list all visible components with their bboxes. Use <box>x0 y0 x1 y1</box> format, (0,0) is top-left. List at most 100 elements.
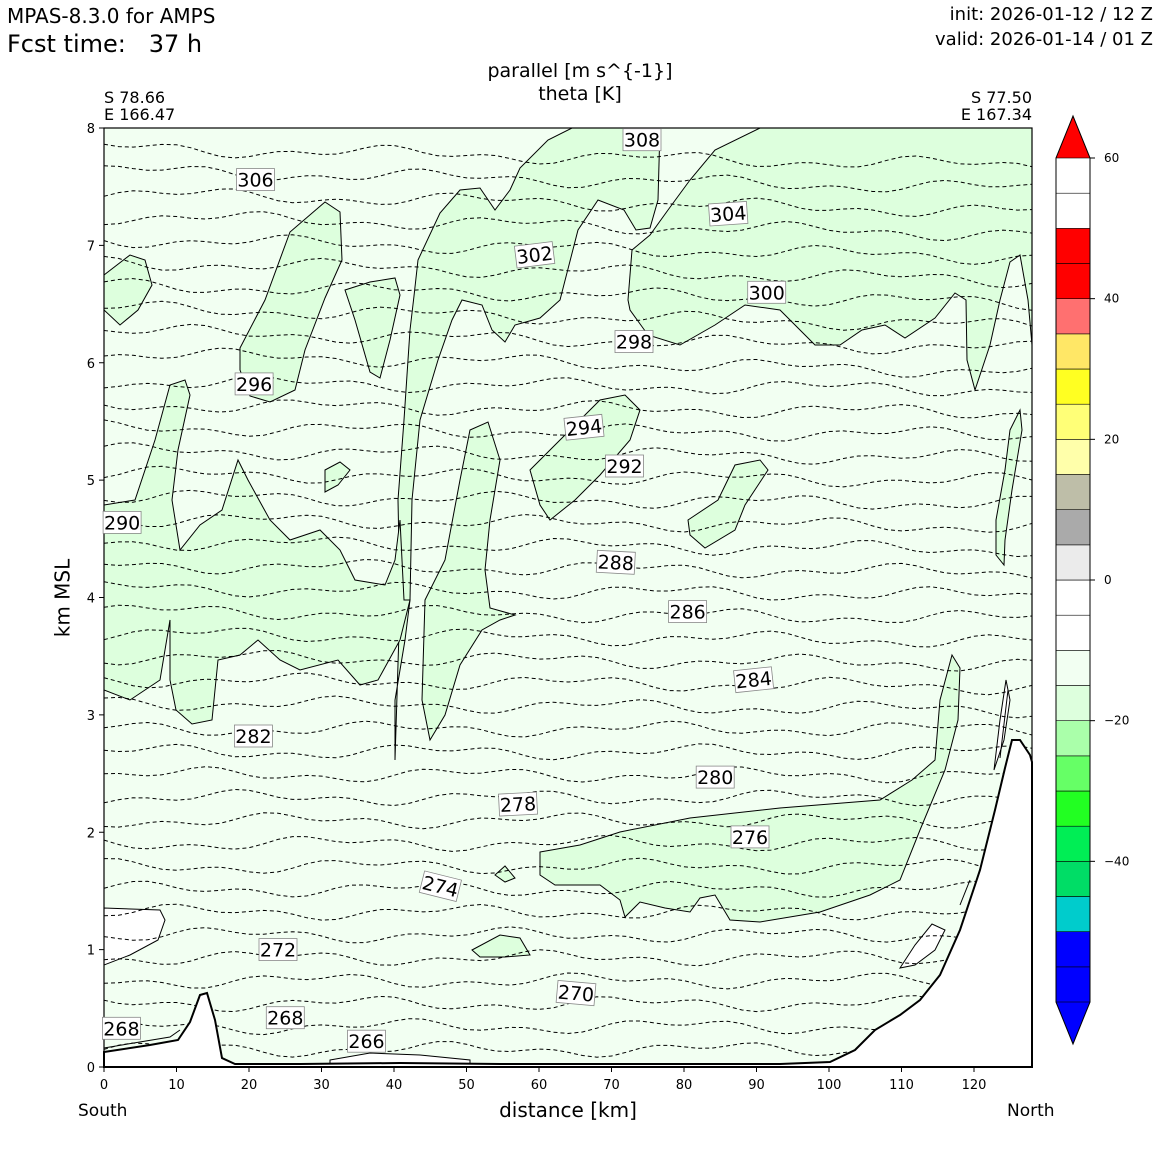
theta-label-box <box>595 549 636 575</box>
x-tick-label-9: 90 <box>748 1078 765 1093</box>
y-axis-ticks: 0 1 2 3 4 5 6 7 8 <box>87 122 104 1076</box>
isentrope-37 <box>104 188 1032 217</box>
y-tick-label-1: 1 <box>87 944 95 959</box>
init-time: init: 2026-01-12 / 12 Z <box>949 4 1153 25</box>
isentrope-3 <box>104 972 1032 990</box>
theta-label-text: 284 <box>735 668 773 694</box>
colorbar-tick-label-5: 60 <box>1104 151 1119 165</box>
y-tick-label-7: 7 <box>87 239 95 254</box>
theta-label-12: 284 <box>733 666 775 694</box>
theta-label-text: 294 <box>565 415 603 441</box>
terrain <box>103 739 1033 1068</box>
theta-label-8: 292 <box>605 454 644 478</box>
colorbar-tick-label-4: 40 <box>1104 292 1119 306</box>
theta-label-text: 270 <box>557 982 595 1007</box>
colorbar-bin-13 <box>1055 509 1091 546</box>
theta-label-21: 268 <box>265 1006 305 1030</box>
wind-region-right-blob <box>687 459 769 549</box>
left-lat: S 78.66 <box>104 88 166 107</box>
isentrope-31 <box>104 323 1032 355</box>
colorbar-bin-21 <box>1055 228 1091 264</box>
theta-label-text: 276 <box>732 827 768 849</box>
isentrope-17 <box>104 649 1032 672</box>
colorbar-bin-16 <box>1055 403 1091 440</box>
wind-region-white-right <box>898 923 946 969</box>
theta-label-box <box>258 938 298 961</box>
isentrope-13 <box>104 743 1032 761</box>
field-title-theta: theta [K] <box>538 83 622 105</box>
theta-label-4: 300 <box>747 280 787 304</box>
colorbar-bin-18 <box>1055 333 1091 370</box>
theta-label-box <box>347 1029 386 1053</box>
y-tick-label-2: 2 <box>87 826 95 841</box>
isentrope-23 <box>104 514 1032 533</box>
wind-region-low-blob <box>471 934 531 958</box>
colorbar-bin-7 <box>1055 720 1091 757</box>
wind-region-upper-right <box>627 128 1032 392</box>
colorbar-extend-high <box>1056 116 1090 158</box>
isentrope-32 <box>104 300 1032 331</box>
isentrope-7 <box>104 880 1032 898</box>
isentrope-16 <box>104 672 1032 696</box>
colorbar-bin-0 <box>1055 966 1091 1003</box>
theta-label-box <box>555 980 597 1007</box>
isentrope-5 <box>104 926 1032 944</box>
wind-region-small-cell <box>344 277 401 379</box>
colorbar-bin-1 <box>1055 931 1091 968</box>
theta-label-2: 304 <box>708 200 749 227</box>
theta-label-15: 278 <box>498 791 538 817</box>
wind-region-center-blob <box>529 394 641 521</box>
colorbar-bin-4 <box>1055 825 1091 862</box>
colorbar-bin-6 <box>1055 755 1091 792</box>
y-tick-label-6: 6 <box>87 357 95 372</box>
theta-label-box <box>668 600 707 623</box>
theta-label-text: 272 <box>260 940 296 962</box>
isentrope-22 <box>104 536 1032 558</box>
theta-label-20: 268 <box>102 1016 141 1040</box>
theta-label-text: 308 <box>624 130 660 152</box>
isentrope-8 <box>104 857 1032 875</box>
left-lon: E 166.47 <box>104 105 176 124</box>
y-tick-label-0: 0 <box>87 1061 95 1076</box>
colorbar-bin-5 <box>1055 790 1091 827</box>
isentrope-24 <box>104 489 1032 510</box>
x-axis-ticks: 0 10 20 30 40 50 60 70 80 90 100 110 120 <box>100 1067 986 1093</box>
theta-label-6: 296 <box>234 372 274 396</box>
forecast-time: Fcst time: 37 h <box>7 30 203 58</box>
colorbar-tick-label-0: −40 <box>1104 854 1129 868</box>
y-tick-label-8: 8 <box>87 122 95 137</box>
x-tick-label-11: 110 <box>889 1078 914 1093</box>
theta-label-1: 306 <box>236 168 275 192</box>
x-tick-label-1: 10 <box>168 1078 185 1093</box>
isentrope-11 <box>104 788 1032 807</box>
theta-label-text: 290 <box>104 512 140 534</box>
isentrope-1 <box>104 1017 1032 1036</box>
theta-label-text: 266 <box>348 1031 384 1053</box>
theta-label-text: 282 <box>235 726 271 748</box>
x-axis-label: distance [km] <box>499 1098 637 1122</box>
north-end-label: North <box>1007 1101 1055 1121</box>
theta-label-text: 300 <box>749 282 785 304</box>
colorbar-bin-14 <box>1055 474 1091 511</box>
theta-label-7: 294 <box>563 413 605 441</box>
colorbar-bin-8 <box>1055 685 1091 722</box>
theta-label-text: 280 <box>697 767 733 789</box>
theta-label-text: 292 <box>606 456 642 478</box>
left-endpoint-coords: S 78.66 E 166.47 <box>104 89 175 123</box>
y-tick-label-5: 5 <box>87 474 95 489</box>
theta-label-box <box>730 825 770 849</box>
wind-region-white-left <box>104 907 166 966</box>
x-tick-label-0: 0 <box>100 1078 108 1093</box>
colorbar-extend-low <box>1056 1002 1090 1044</box>
right-lon: E 167.34 <box>960 105 1032 124</box>
theta-label-box <box>695 765 735 789</box>
right-endpoint-coords: S 77.50 E 167.34 <box>961 89 1032 123</box>
isentrope-21 <box>104 558 1032 579</box>
colorbar: −40 −20 0 20 40 60 <box>1055 114 1129 1046</box>
isentrope-25 <box>104 465 1032 488</box>
wind-region-upper-center <box>394 128 661 761</box>
colorbar-bin-2 <box>1055 896 1091 933</box>
theta-label-box <box>605 454 644 478</box>
